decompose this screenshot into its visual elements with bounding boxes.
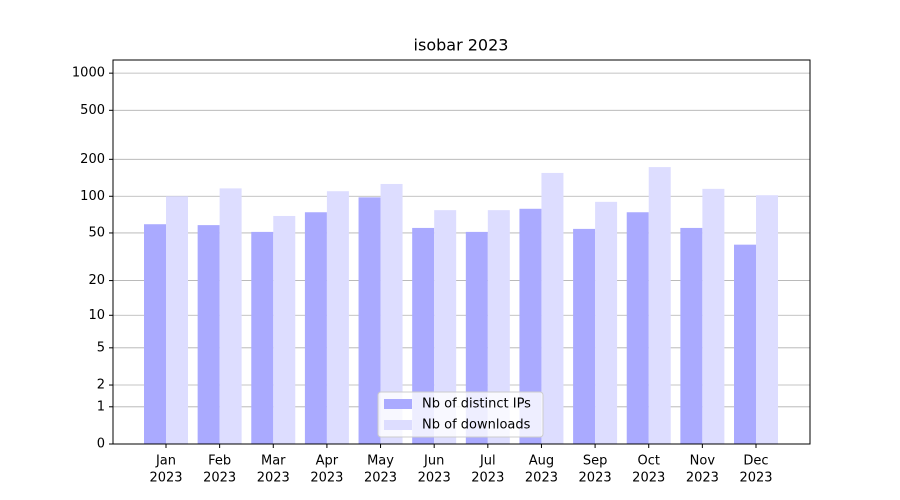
bar — [734, 244, 756, 444]
legend-box — [377, 391, 544, 438]
bar — [465, 231, 488, 444]
y-tick-label: 100 — [80, 189, 105, 204]
x-tick-label: 2023 — [310, 471, 343, 486]
bar — [197, 225, 220, 444]
x-tick-label: Nov — [690, 454, 716, 469]
chart-title: isobar 2023 — [414, 36, 509, 55]
bar — [434, 210, 457, 444]
bar — [595, 201, 618, 444]
x-tick-label: 2023 — [525, 471, 558, 486]
bar — [541, 172, 564, 445]
x-tick-label: Jan — [155, 454, 176, 469]
bar — [487, 210, 510, 444]
bar — [166, 196, 188, 444]
bar — [304, 212, 327, 444]
y-tick-label: 1000 — [72, 66, 105, 81]
y-tick-label: 50 — [88, 225, 105, 240]
bar — [326, 191, 349, 444]
bar — [251, 231, 274, 444]
legend-label: Nb of downloads — [422, 418, 531, 433]
legend-swatch — [384, 420, 412, 430]
bar — [680, 227, 703, 444]
x-tick-label: 2023 — [364, 471, 397, 486]
bar — [412, 227, 435, 444]
x-tick-label: Jul — [479, 454, 496, 469]
x-tick-label: Apr — [316, 454, 339, 469]
bar — [358, 197, 381, 444]
bar — [273, 215, 296, 444]
x-tick-label: 2023 — [203, 471, 236, 486]
bar — [626, 212, 649, 444]
bar — [648, 167, 671, 444]
bar — [219, 188, 242, 444]
bar — [519, 208, 542, 444]
legend-label: Nb of distinct IPs — [422, 397, 531, 412]
bar — [756, 195, 778, 444]
x-tick-label: 2023 — [579, 471, 612, 486]
y-tick-label: 200 — [80, 152, 105, 167]
x-tick-label: Sep — [583, 454, 608, 469]
y-tick-label: 2 — [97, 378, 105, 393]
x-tick-label: 2023 — [686, 471, 719, 486]
y-tick-label: 10 — [88, 308, 105, 323]
y-tick-label: 0 — [97, 437, 105, 452]
x-tick-label: May — [367, 454, 394, 469]
x-tick-label: Aug — [529, 454, 554, 469]
bar — [144, 224, 166, 444]
x-tick-label: Mar — [261, 454, 286, 469]
plot-frame — [112, 59, 811, 445]
x-tick-label: Oct — [637, 454, 659, 469]
x-tick-label: 2023 — [418, 471, 451, 486]
y-tick-label: 20 — [88, 273, 105, 288]
x-tick-label: 2023 — [739, 471, 772, 486]
legend-swatch — [384, 399, 412, 409]
x-tick-label: Feb — [208, 454, 231, 469]
y-tick-label: 5 — [97, 340, 105, 355]
x-tick-label: 2023 — [149, 471, 182, 486]
x-tick-label: 2023 — [471, 471, 504, 486]
x-tick-label: Dec — [743, 454, 768, 469]
y-tick-label: 1 — [97, 399, 105, 414]
bar — [380, 183, 403, 445]
x-tick-label: 2023 — [632, 471, 665, 486]
x-tick-label: Jun — [423, 454, 444, 469]
bar — [573, 228, 596, 444]
bar — [702, 188, 725, 444]
y-tick-label: 500 — [80, 103, 105, 118]
x-tick-label: 2023 — [257, 471, 290, 486]
